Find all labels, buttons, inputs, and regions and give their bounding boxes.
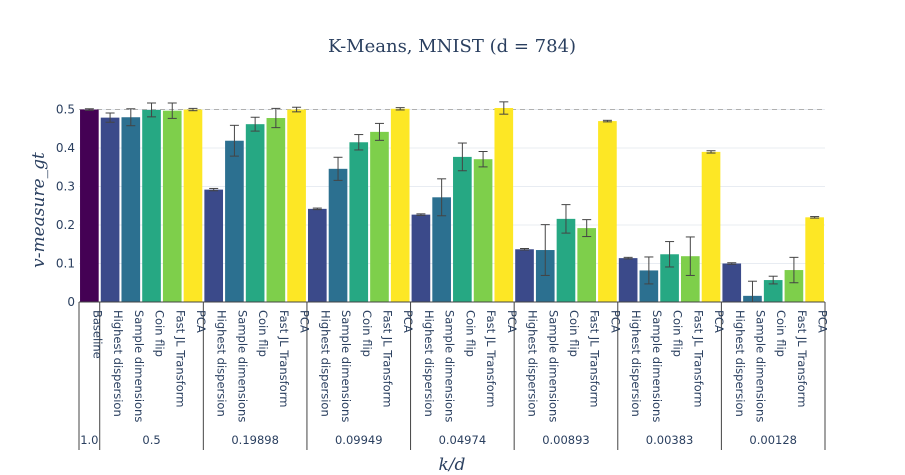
group-label: 0.00893 [542, 433, 590, 447]
bar [245, 124, 265, 302]
y-tick-label: 0.4 [56, 141, 75, 155]
bar [618, 258, 638, 302]
bar [535, 250, 555, 302]
bar [432, 197, 451, 302]
bar [100, 117, 120, 302]
x-tick-label: Highest dispersion [422, 310, 436, 417]
x-tick-label: Sample dimensions [443, 310, 457, 422]
x-axis-title: k/d [439, 455, 466, 475]
x-tick-label: Highest dispersion [526, 310, 540, 417]
bar [225, 140, 244, 302]
bar [162, 110, 182, 302]
x-tick-label: Baseline [90, 310, 104, 359]
gridlines [79, 109, 825, 265]
x-tick-label: Highest dispersion [629, 310, 643, 417]
y-tick-label: 0.3 [56, 180, 75, 194]
x-tick-label: PCA [816, 310, 830, 333]
x-tick-label: Highest dispersion [215, 310, 229, 417]
x-tick-label: Fast JL Transform [691, 310, 705, 407]
x-tick-label: Highest dispersion [733, 310, 747, 417]
bar [515, 249, 534, 302]
bar [660, 254, 679, 302]
x-tick-label: Coin flip [671, 310, 685, 357]
x-tick-label: Fast JL Transform [484, 310, 498, 407]
y-axis-title: v-measure_gt [29, 152, 49, 268]
bar [411, 214, 431, 302]
chart-title: K-Means, MNIST (d = 784) [328, 36, 576, 57]
x-tick-label: PCA [401, 310, 415, 333]
x-tick-label: PCA [194, 310, 208, 333]
bar [349, 142, 369, 302]
x-tick-label: Fast JL Transform [277, 310, 291, 407]
x-tick-label: Coin flip [567, 310, 581, 357]
x-tick-label: Coin flip [360, 310, 374, 357]
bar [598, 121, 617, 303]
bar [639, 270, 659, 302]
group-label: 0.00383 [646, 433, 694, 447]
bars [80, 108, 824, 303]
y-tick-label: 0.2 [56, 218, 75, 232]
axes: 0 0.1 0.2 0.3 0.4 0.5 [56, 103, 826, 450]
bar [680, 256, 700, 302]
bar [784, 270, 804, 302]
group-label: 0.00128 [749, 433, 797, 447]
bar [142, 109, 161, 303]
x-tick-label: Fast JL Transform [588, 310, 602, 407]
x-tick-label: Sample dimensions [235, 310, 249, 422]
y-tick-label: 0.5 [56, 103, 75, 117]
x-tick-label: PCA [712, 310, 726, 333]
y-tick-label: 0 [67, 295, 75, 309]
x-tick-label: Sample dimensions [132, 310, 146, 422]
x-tick-label: Sample dimensions [339, 310, 353, 422]
error-bars [84, 101, 820, 303]
bar [763, 280, 783, 302]
x-tick-label: Sample dimensions [546, 310, 560, 422]
bar [390, 108, 410, 302]
bar [287, 109, 306, 302]
x-tick-label: Coin flip [256, 310, 270, 357]
bar [121, 117, 141, 302]
x-tick-label: Fast JL Transform [380, 310, 394, 407]
x-tick-label: Sample dimensions [753, 310, 767, 422]
x-tick-label: PCA [608, 310, 622, 333]
bar [556, 218, 576, 302]
bar [183, 109, 203, 302]
group-label: 0.5 [142, 433, 160, 447]
x-tick-label: Sample dimensions [650, 310, 664, 422]
bar [328, 168, 348, 302]
group-label: 0.19898 [231, 433, 279, 447]
bar [453, 156, 472, 302]
bar [577, 228, 597, 302]
bar [370, 131, 389, 302]
bar [307, 208, 327, 302]
bar [204, 189, 224, 302]
bar [80, 109, 99, 302]
x-tick-label: Fast JL Transform [795, 310, 809, 407]
bar [722, 263, 742, 302]
bar [805, 217, 824, 302]
group-label: 1.0 [80, 433, 98, 447]
x-tick-label: Highest dispersion [318, 310, 332, 417]
x-tick-label: Highest dispersion [111, 310, 125, 417]
bar [266, 118, 286, 302]
bar [701, 151, 721, 302]
bar [494, 108, 514, 303]
x-tick-label: PCA [298, 310, 312, 333]
x-tick-label: Coin flip [774, 310, 788, 357]
x-tick-label: Coin flip [153, 310, 167, 357]
x-tick-label: Fast JL Transform [173, 310, 187, 407]
bar [473, 159, 493, 302]
y-tick-label: 0.1 [56, 257, 75, 271]
group-label: 0.04974 [439, 433, 487, 447]
x-tick-label: PCA [505, 310, 519, 333]
group-label: 0.09949 [335, 433, 383, 447]
x-tick-label: Coin flip [463, 310, 477, 357]
category-labels: Baseline Highest dispersion Sample dimensi… [80, 310, 829, 447]
